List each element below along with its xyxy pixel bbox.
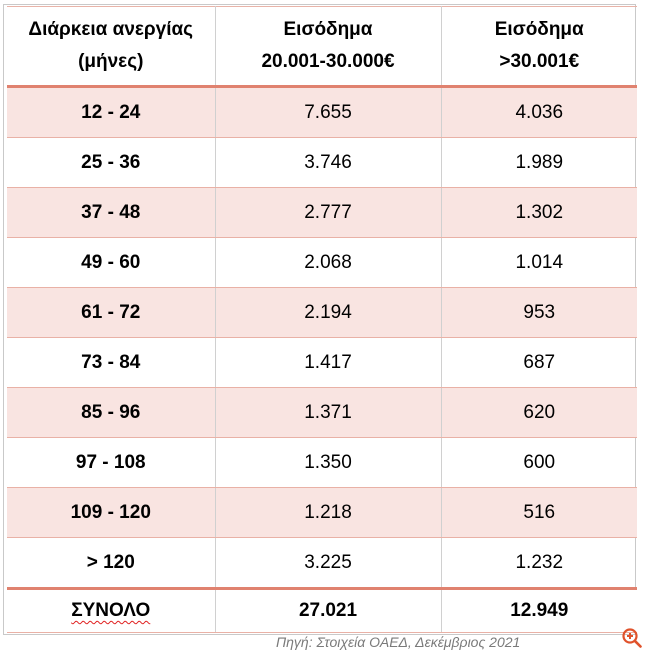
income-20-30k-cell: 3.746 bbox=[215, 137, 442, 188]
header-income-20-30k-line1: Εισόδημα bbox=[283, 19, 373, 40]
income-over-30k-cell: 1.989 bbox=[441, 137, 637, 188]
header-income-over-30k: Εισόδημα >30.001€ bbox=[441, 6, 637, 88]
source-note-text: Πηγή: Στοιχεία ΟΑΕΔ, Δεκέμβριος 2021 bbox=[276, 634, 521, 650]
header-income-20-30k-line2: 20.001-30.000€ bbox=[261, 51, 395, 72]
total-income-over-30k: 12.949 bbox=[441, 587, 637, 633]
income-over-30k-cell: 516 bbox=[441, 487, 637, 538]
income-20-30k-cell: 3.225 bbox=[215, 537, 442, 589]
table-header-row: Διάρκεια ανεργίας (μήνες) Εισόδημα 20.00… bbox=[7, 6, 637, 88]
range-cell: > 120 bbox=[7, 537, 216, 589]
income-over-30k-cell: 1.302 bbox=[441, 187, 637, 238]
table-row: 109 - 120 1.218 516 bbox=[7, 487, 637, 538]
table-row: 12 - 24 7.655 4.036 bbox=[7, 86, 637, 138]
income-20-30k-cell: 7.655 bbox=[215, 86, 442, 138]
table-body: 12 - 24 7.655 4.036 25 - 36 3.746 1.989 37 - 4… bbox=[7, 86, 637, 589]
table-row: 61 - 72 2.194 953 bbox=[7, 287, 637, 338]
table-row: 25 - 36 3.746 1.989 bbox=[7, 137, 637, 188]
income-20-30k-cell: 2.194 bbox=[215, 287, 442, 338]
range-cell: 37 - 48 bbox=[7, 187, 216, 238]
table-row: 49 - 60 2.068 1.014 bbox=[7, 237, 637, 288]
range-cell: 73 - 84 bbox=[7, 337, 216, 388]
range-cell: 49 - 60 bbox=[7, 237, 216, 288]
range-cell: 25 - 36 bbox=[7, 137, 216, 188]
range-cell: 85 - 96 bbox=[7, 387, 216, 438]
header-income-over-30k-line1: Εισόδημα bbox=[494, 19, 584, 40]
range-cell: 12 - 24 bbox=[7, 86, 216, 138]
unemployment-income-table: Διάρκεια ανεργίας (μήνες) Εισόδημα 20.00… bbox=[7, 6, 637, 633]
table-row: > 120 3.225 1.232 bbox=[7, 537, 637, 589]
table-row: 37 - 48 2.777 1.302 bbox=[7, 187, 637, 238]
total-label-cell: ΣΥΝΟΛΟ bbox=[7, 587, 216, 633]
total-label: ΣΥΝΟΛΟ bbox=[71, 600, 151, 621]
income-over-30k-cell: 1.014 bbox=[441, 237, 637, 288]
table-row: 97 - 108 1.350 600 bbox=[7, 437, 637, 488]
table-row: 73 - 84 1.417 687 bbox=[7, 337, 637, 388]
income-20-30k-cell: 2.777 bbox=[215, 187, 442, 238]
range-cell: 97 - 108 bbox=[7, 437, 216, 488]
total-row: ΣΥΝΟΛΟ 27.021 12.949 bbox=[7, 587, 637, 633]
income-20-30k-cell: 1.350 bbox=[215, 437, 442, 488]
income-20-30k-cell: 1.371 bbox=[215, 387, 442, 438]
income-over-30k-cell: 600 bbox=[441, 437, 637, 488]
income-over-30k-cell: 4.036 bbox=[441, 86, 637, 138]
header-duration-line1: Διάρκεια ανεργίας bbox=[28, 19, 194, 40]
income-20-30k-cell: 1.417 bbox=[215, 337, 442, 388]
zoom-in-icon bbox=[622, 628, 642, 648]
header-income-over-30k-line2: >30.001€ bbox=[499, 51, 580, 72]
total-income-20-30k: 27.021 bbox=[215, 587, 442, 633]
income-over-30k-cell: 953 bbox=[441, 287, 637, 338]
income-over-30k-cell: 620 bbox=[441, 387, 637, 438]
income-20-30k-cell: 2.068 bbox=[215, 237, 442, 288]
range-cell: 61 - 72 bbox=[7, 287, 216, 338]
header-income-20-30k: Εισόδημα 20.001-30.000€ bbox=[215, 6, 442, 88]
header-duration-line2: (μήνες) bbox=[78, 51, 144, 72]
income-over-30k-cell: 687 bbox=[441, 337, 637, 388]
zoom-in-button[interactable] bbox=[620, 626, 644, 650]
income-over-30k-cell: 1.232 bbox=[441, 537, 637, 589]
income-20-30k-cell: 1.218 bbox=[215, 487, 442, 538]
range-cell: 109 - 120 bbox=[7, 487, 216, 538]
table-row: 85 - 96 1.371 620 bbox=[7, 387, 637, 438]
source-note: Πηγή: Στοιχεία ΟΑΕΔ, Δεκέμβριος 2021 bbox=[276, 634, 520, 650]
header-duration: Διάρκεια ανεργίας (μήνες) bbox=[7, 6, 216, 88]
